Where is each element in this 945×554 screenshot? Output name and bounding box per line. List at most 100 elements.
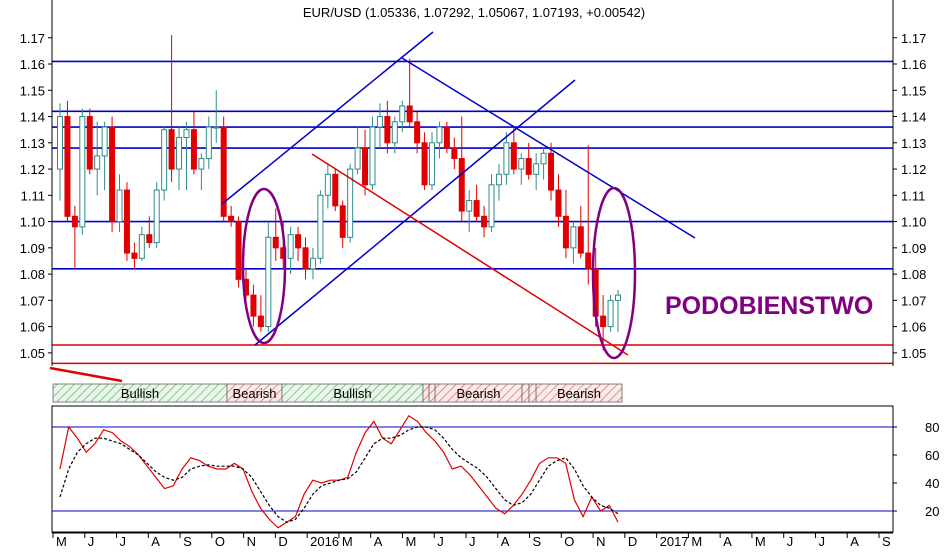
candle-body bbox=[131, 252, 138, 259]
candle-body bbox=[228, 215, 235, 223]
candle-body bbox=[443, 126, 450, 149]
x-tick-label: M bbox=[56, 534, 67, 549]
x-tick-label: A bbox=[151, 534, 160, 549]
x-tick-label: J bbox=[787, 534, 794, 549]
candle-body bbox=[399, 105, 406, 123]
chart-title: EUR/USD (1.05336, 1.07292, 1.05067, 1.07… bbox=[303, 5, 645, 20]
candle-body bbox=[161, 129, 168, 191]
x-tick-label: 2016 bbox=[310, 534, 339, 549]
candle-body bbox=[295, 234, 302, 249]
candle-body bbox=[71, 215, 78, 228]
y-tick-label-right: 1.08 bbox=[901, 267, 926, 282]
candle-body bbox=[421, 142, 428, 186]
channel-lower-line bbox=[254, 79, 576, 346]
pattern-ellipse-right bbox=[591, 186, 637, 360]
channel-upper-line bbox=[221, 31, 434, 205]
candle-body bbox=[79, 116, 86, 228]
y-tick-label-left: 1.11 bbox=[21, 188, 45, 203]
candle-body bbox=[391, 121, 398, 144]
x-tick-label: A bbox=[723, 534, 732, 549]
candle-body bbox=[168, 129, 175, 170]
y-tick-label-right: 1.10 bbox=[901, 215, 926, 230]
candle-body bbox=[287, 234, 294, 259]
y-tick-label-left: 1.17 bbox=[20, 31, 45, 46]
x-tick-label: D bbox=[628, 534, 637, 549]
candle-body bbox=[429, 142, 435, 186]
y-tick-label-left: 1.07 bbox=[20, 293, 45, 308]
x-tick-label: D bbox=[278, 534, 287, 549]
regime-label: Bearish bbox=[557, 386, 601, 401]
candle-body bbox=[138, 234, 145, 259]
candle-body bbox=[510, 142, 517, 170]
y-tick-label-right: 1.13 bbox=[901, 136, 926, 151]
descending-trend-line bbox=[401, 57, 696, 239]
candle-body bbox=[555, 189, 562, 217]
candle-body bbox=[540, 152, 547, 165]
candle-body bbox=[369, 126, 376, 186]
candle-body bbox=[533, 163, 540, 175]
x-tick-label: N bbox=[596, 534, 605, 549]
candle-body bbox=[302, 247, 309, 270]
candle-body bbox=[123, 189, 130, 254]
candle-body bbox=[94, 155, 101, 170]
x-tick-label: J bbox=[437, 534, 444, 549]
candle-body bbox=[436, 126, 443, 144]
y-tick-label-left: 1.09 bbox=[20, 241, 45, 256]
x-tick-label: J bbox=[469, 534, 476, 549]
y-tick-label-right: 1.11 bbox=[901, 188, 925, 203]
regime-segment-small bbox=[428, 383, 436, 403]
y-tick-label-right: 1.15 bbox=[901, 83, 926, 98]
y-tick-label-right: 1.17 bbox=[901, 31, 926, 46]
osc-y-tick-label: 40 bbox=[925, 476, 939, 491]
y-tick-label-right: 1.09 bbox=[901, 241, 926, 256]
candle-body bbox=[86, 116, 93, 170]
candle-body bbox=[518, 158, 525, 170]
x-tick-label: O bbox=[564, 534, 574, 549]
regime-label: Bullish bbox=[121, 386, 159, 401]
regime-segment-small bbox=[422, 383, 430, 403]
candle-body bbox=[384, 116, 391, 144]
candle-body bbox=[64, 116, 71, 217]
candle-body bbox=[607, 299, 614, 328]
candle-body bbox=[183, 129, 190, 139]
candle-body bbox=[116, 189, 123, 223]
candle-body bbox=[473, 200, 480, 217]
candle-body bbox=[190, 129, 197, 170]
y-tick-label-right: 1.16 bbox=[901, 57, 926, 72]
x-tick-label: O bbox=[215, 534, 225, 549]
y-tick-label-right: 1.14 bbox=[901, 110, 926, 125]
candle-body bbox=[220, 126, 227, 217]
x-tick-label: M bbox=[405, 534, 416, 549]
candle-body bbox=[309, 257, 316, 270]
candle-body bbox=[495, 173, 502, 186]
candle-body bbox=[354, 147, 361, 170]
candle-body bbox=[458, 158, 465, 212]
oscillator-series-line bbox=[59, 426, 619, 523]
candle-body bbox=[250, 294, 257, 317]
osc-y-tick-label: 60 bbox=[925, 448, 939, 463]
pattern-ellipse-left bbox=[241, 187, 287, 345]
candle-body bbox=[198, 158, 205, 170]
candle-body bbox=[213, 126, 220, 129]
y-tick-label-left: 1.16 bbox=[20, 57, 45, 72]
y-tick-label-right: 1.07 bbox=[901, 293, 926, 308]
candle-body bbox=[525, 158, 532, 175]
x-tick-label: M bbox=[755, 534, 766, 549]
candle-body bbox=[57, 116, 63, 170]
candle-body bbox=[615, 294, 621, 301]
x-tick-label: A bbox=[374, 534, 383, 549]
candle-body bbox=[317, 194, 324, 259]
candle-body bbox=[577, 226, 584, 254]
candle-body bbox=[503, 142, 510, 175]
candle-body bbox=[562, 215, 569, 249]
x-tick-label: S bbox=[533, 534, 542, 549]
candle-body bbox=[146, 234, 153, 244]
candle-body bbox=[414, 121, 421, 144]
candle-body bbox=[451, 147, 458, 160]
candle-body bbox=[235, 221, 242, 280]
regime-label: Bearish bbox=[232, 386, 276, 401]
x-tick-label: N bbox=[247, 534, 256, 549]
osc-y-tick-label: 80 bbox=[925, 420, 939, 435]
